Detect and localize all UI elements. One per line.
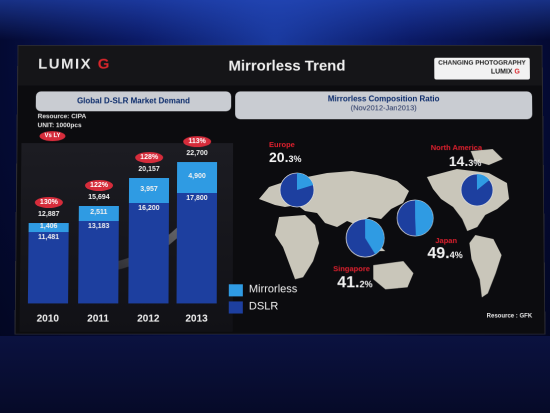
year-label: 2010 [23, 314, 73, 325]
stage-light [0, 0, 550, 40]
dslr-value-label: 16,200 [119, 205, 179, 212]
mirrorless-value-label: 4,900 [167, 173, 227, 180]
pie-singapore [346, 219, 384, 257]
region-name-europe: Europe [269, 140, 295, 149]
presentation-screen: LUMIX G Mirrorless Trend CHANGING PHOTOG… [15, 45, 546, 335]
bar-column-2012 [128, 178, 169, 303]
pie-north-america [461, 174, 493, 206]
dslr-bar [177, 193, 217, 304]
dslr-bar [128, 203, 169, 304]
pie-slice-mirrorless [415, 200, 433, 236]
growth-oval: 128% [135, 152, 163, 163]
total-value-label: 15,694 [69, 194, 129, 201]
pie-japan [397, 200, 433, 236]
region-name-singapore: Singapore [333, 264, 370, 273]
region-value-japan: 49.4% [427, 245, 462, 263]
mirrorless-value-label: 3,957 [119, 186, 179, 193]
growth-oval: 122% [85, 180, 113, 191]
pie-europe [280, 173, 314, 207]
region-name-japan: Japan [435, 236, 457, 245]
total-value-label: 20,157 [119, 166, 179, 173]
dslr-value-label: 13,183 [69, 223, 129, 230]
region-value-north-america: 14.3% [449, 153, 482, 169]
year-label: 2011 [73, 314, 123, 325]
dslr-value-label: 17,800 [167, 195, 227, 202]
region-value-singapore: 41.2% [337, 274, 372, 292]
year-label: 2013 [171, 314, 221, 325]
region-value-europe: 20.3% [269, 149, 301, 165]
total-value-label: 22,700 [167, 150, 227, 157]
region-name-north-america: North America [431, 143, 482, 152]
bar-column-2013 [177, 162, 218, 303]
bar-column-2011 [78, 206, 119, 304]
stage-floor [0, 336, 550, 413]
source-note: Resource : GFK [487, 314, 533, 320]
year-label: 2012 [123, 314, 173, 325]
dslr-value-label: 11,481 [18, 234, 78, 241]
dslr-bar [78, 221, 119, 303]
dslr-bar [28, 232, 69, 304]
